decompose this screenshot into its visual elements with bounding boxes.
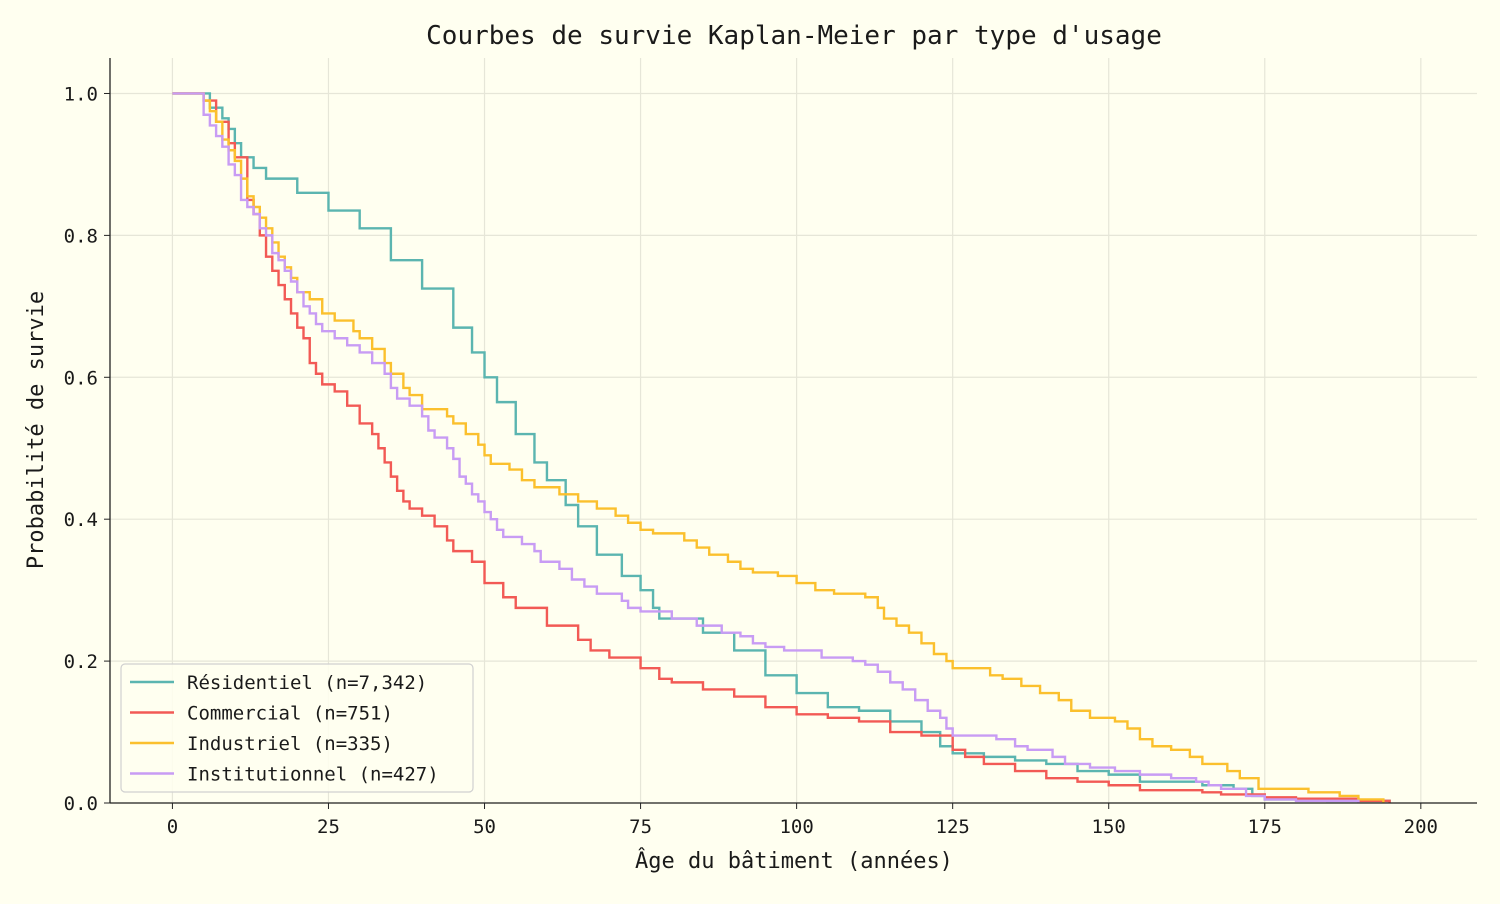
y-tick-label: 1.0 xyxy=(64,83,98,105)
survival-curve-3 xyxy=(172,92,1360,803)
x-tick-label: 0 xyxy=(167,816,178,838)
survival-curve-1 xyxy=(172,92,1391,803)
x-tick-label: 175 xyxy=(1248,816,1282,838)
legend: Résidentiel (n=7,342) Commercial (n=751) I… xyxy=(120,663,474,793)
y-tick-label: 0.0 xyxy=(64,793,98,815)
legend-label: Industriel (n=335) xyxy=(187,733,393,755)
x-tick-label: 125 xyxy=(936,816,970,838)
series-group xyxy=(172,92,1391,803)
x-tick-label: 100 xyxy=(779,816,813,838)
y-tick-label: 0.6 xyxy=(64,367,98,389)
x-tick-label: 50 xyxy=(473,816,496,838)
x-tick-label: 75 xyxy=(629,816,652,838)
x-axis-label: Âge du bâtiment (années) xyxy=(635,848,953,874)
x-tick-label: 150 xyxy=(1092,816,1126,838)
y-axis-label: Probabilité de survie xyxy=(24,291,49,569)
legend-label: Institutionnel (n=427) xyxy=(187,764,439,786)
legend-box xyxy=(120,663,474,793)
x-tick-label: 25 xyxy=(317,816,340,838)
legend-label: Commercial (n=751) xyxy=(187,703,393,725)
y-tick-label: 0.2 xyxy=(64,651,98,673)
x-tick-label: 200 xyxy=(1404,816,1438,838)
legend-label: Résidentiel (n=7,342) xyxy=(187,672,427,694)
y-tick-label: 0.8 xyxy=(64,225,98,247)
y-tick-label: 0.4 xyxy=(64,509,98,531)
ticks: 0 25 50 75 100 125 150 175 200 0.0 0.2 0.4 0.6 0.8 1.0 xyxy=(64,83,1438,838)
survival-curve-0 xyxy=(172,92,1391,803)
chart-title: Courbes de survie Kaplan-Meier par type … xyxy=(426,21,1162,51)
